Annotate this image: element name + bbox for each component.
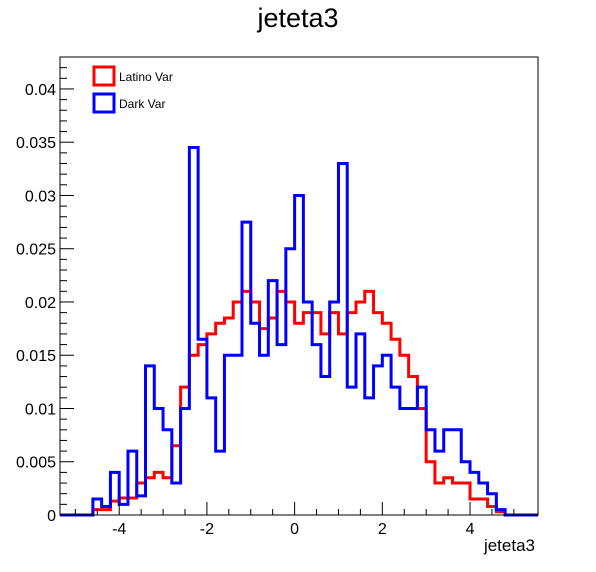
y-tick-label: 0.04 xyxy=(25,82,56,99)
y-tick-label: 0.005 xyxy=(16,455,56,472)
chart-title: jeteta3 xyxy=(257,3,339,33)
histogram-line-dark-var xyxy=(60,146,538,517)
histogram-line-latino-var xyxy=(60,289,538,517)
x-tick-label: -4 xyxy=(112,521,126,538)
y-tick-label: 0.03 xyxy=(25,188,56,205)
y-tick-label: 0.015 xyxy=(16,348,56,365)
y-tick-label: 0.01 xyxy=(25,401,56,418)
legend-swatch xyxy=(92,65,116,87)
y-tick-label: 0 xyxy=(47,508,56,525)
legend-label: Latino Var xyxy=(119,70,173,84)
plot-frame xyxy=(59,56,539,516)
x-axis-ticks: -4 -2 0 2 4 xyxy=(74,502,515,538)
y-axis-ticks: 0 0.005 0.01 0.015 0.02 0.025 0.03 0.035 0.04 xyxy=(16,67,74,525)
legend: Latino Var Dark Var xyxy=(92,65,173,114)
x-tick-label: 4 xyxy=(466,521,475,538)
x-tick-label: 0 xyxy=(290,521,299,538)
y-tick-label: 0.035 xyxy=(16,135,56,152)
legend-label: Dark Var xyxy=(119,97,165,111)
histogram-series-group xyxy=(60,146,538,517)
x-tick-label: 2 xyxy=(378,521,387,538)
y-tick-label: 0.02 xyxy=(25,295,56,312)
x-axis-title: jeteta3 xyxy=(483,536,535,555)
legend-swatch xyxy=(92,92,116,114)
y-tick-label: 0.025 xyxy=(16,242,56,259)
x-tick-label: -2 xyxy=(200,521,214,538)
